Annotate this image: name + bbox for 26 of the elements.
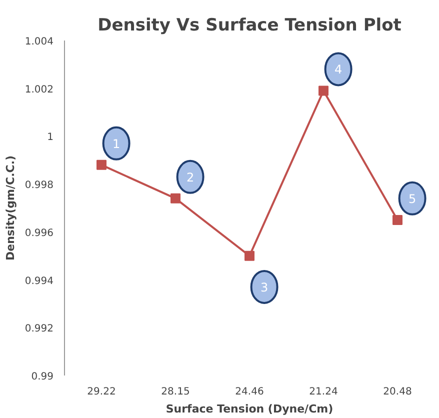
x-tick-label: 21.24 — [309, 386, 338, 398]
y-tick-label: 1.004 — [24, 36, 54, 48]
y-axis-title: Density(gm/C.C.) — [4, 155, 17, 261]
point — [392, 214, 402, 225]
point — [170, 193, 180, 204]
y-tick-label: 0.998 — [24, 180, 54, 192]
chart-title: Density Vs Surface Tension Plot — [98, 16, 402, 36]
annotation: 5 — [408, 192, 416, 206]
x-tick-label: 20.48 — [383, 386, 412, 398]
annotation: 1 — [112, 136, 120, 151]
y-tick-label: 1 — [47, 132, 54, 144]
annotation: 3 — [260, 280, 268, 294]
x-tick-label: 24.46 — [235, 386, 264, 398]
x-tick-label: 28.15 — [161, 386, 190, 398]
y-tick-label: 0.99 — [31, 372, 54, 382]
point — [244, 250, 254, 261]
y-tick-label: 1.002 — [24, 84, 54, 96]
x-axis-title: Surface Tension (Dyne/Cm) — [166, 402, 334, 416]
annotation: 4 — [334, 62, 342, 77]
point — [318, 86, 328, 96]
y-tick-label: 0.994 — [24, 276, 54, 287]
y-tick-label: 0.992 — [24, 324, 54, 335]
y-tick-label: 0.996 — [24, 228, 54, 239]
annotation: 2 — [186, 170, 194, 184]
x-tick-label: 29.22 — [87, 386, 116, 398]
point — [96, 160, 106, 170]
